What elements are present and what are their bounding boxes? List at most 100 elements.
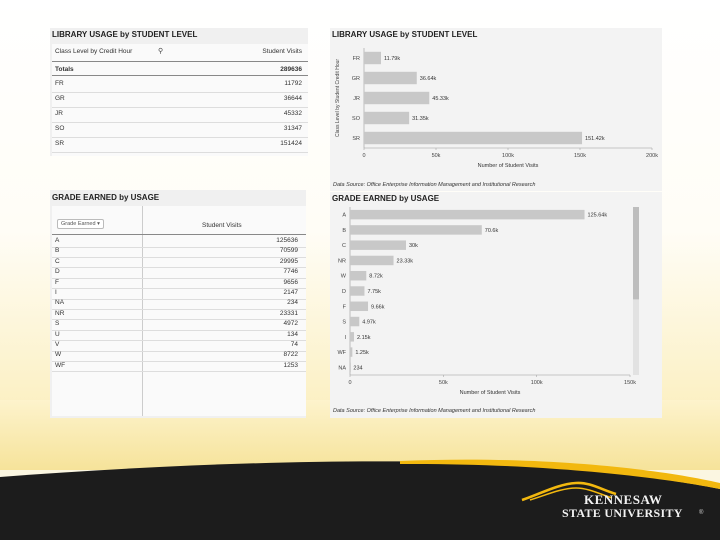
row-divider [52,340,306,342]
panel-title: LIBRARY USAGE by STUDENT LEVEL [332,30,478,39]
category-label: FR [353,56,360,62]
category-label: S [342,320,346,326]
table-row-label: SR [55,140,65,147]
category-label: F [343,304,347,310]
bar-wf [350,347,353,357]
data-label: 1.25k [355,350,369,356]
table-row-label: SO [55,125,65,132]
row-divider [52,122,308,123]
category-label: A [342,213,346,219]
row-divider [52,107,308,108]
totals-value: 289636 [280,66,302,73]
row-divider [52,288,306,290]
row-divider [52,360,306,362]
bar-sr [364,131,583,145]
data-label: 8.72k [369,274,383,280]
table-row-label: W [55,351,62,359]
category-label: NA [338,365,346,371]
data-label: 2.15k [357,335,371,341]
table-row-label: FR [55,80,64,87]
table-row-value: 151424 [280,140,302,147]
table-row-value: 31347 [283,125,302,132]
data-label: 7.75k [367,289,381,295]
data-label: 9.66k [371,304,385,310]
table-row-value: 8722 [283,351,298,359]
bar-fr [364,51,381,65]
bar-na [350,362,351,373]
data-label: 70.6k [485,228,499,234]
category-label: NR [338,258,346,264]
registered-mark: ® [699,510,704,516]
row-divider [52,319,306,321]
x-tick-label: 150k [574,153,586,159]
x-axis-title: Number of Student Visits [478,163,539,169]
column-header-student-visits[interactable]: Student Visits [202,222,242,229]
data-source-note: Data Source: Office Enterprise Informati… [333,408,536,414]
data-label: 30k [409,243,418,249]
table-row-label: NA [55,299,65,307]
bar-a [350,209,585,220]
x-tick-label: 100k [531,380,543,386]
row-divider [52,152,308,153]
table-row-value: 2147 [283,289,298,296]
table-row-value: 1253 [283,361,298,369]
row-divider [52,256,306,258]
category-label: GR [352,76,360,82]
bar-d [350,286,365,296]
row-divider [52,329,306,331]
totals-divider [52,75,308,76]
category-label: WF [337,350,346,356]
row-divider [52,267,306,269]
bar-i [350,332,355,342]
table-row-value: 125636 [276,237,298,244]
search-icon[interactable]: ⚲ [158,48,164,55]
footer-graphic [0,459,720,540]
footer-dark-wave [0,461,720,540]
table-row-label: V [55,341,60,348]
table-row-value: 45332 [283,110,302,117]
column-divider [142,206,143,416]
student-level-bar-chart: FR 11.79k GR 36.64k JR 45.33k SO 31.35k SR 151.42… [335,48,658,169]
category-label: JR [353,96,360,102]
column-header-student-visits[interactable]: Student Visits [262,48,302,55]
scrollbar-thumb[interactable] [633,207,639,300]
bar-b [350,225,482,235]
bar-nr [350,255,394,266]
bar-gr [364,71,417,85]
row-divider [52,308,306,310]
row-divider [52,371,306,373]
table-row-label: D [55,268,60,276]
table-row-value: 36644 [283,95,302,102]
row-divider [52,137,308,138]
bar-jr [364,91,430,105]
university-name-line1: KENNESAW [584,492,663,507]
column-header-class-level[interactable]: Class Level by Credit Hour [55,48,133,55]
data-source-note: Data Source: Office Enterprise Informati… [333,182,536,188]
panel-title: GRADE EARNED by USAGE [52,193,160,202]
category-label: SR [352,136,360,142]
table-row-label: U [55,330,60,338]
table-row-label: NR [55,309,65,317]
category-label: SO [352,116,361,122]
row-divider [52,277,306,279]
table-row-value: 70599 [279,247,298,255]
totals-label: Totals [55,66,74,73]
table-row-value: 234 [287,299,298,307]
table-row-value: 74 [290,341,298,348]
data-label: 11.79k [384,56,400,62]
table-row-value: 7746 [283,268,298,276]
category-label: C [342,243,346,249]
data-label: 125.64k [588,213,608,219]
table-row-label: WF [55,361,66,369]
x-tick-label: 0 [362,153,365,159]
data-label: 4.97k [362,320,376,326]
x-tick-label: 150k [624,380,636,386]
bar-so [364,111,410,125]
row-divider [52,298,306,300]
table-row-label: JR [55,110,63,117]
grade-earned-filter[interactable]: Grade Earned ▾ [57,219,104,229]
table-row-value: 134 [287,330,298,338]
row-divider [52,246,306,248]
student-level-table: Class Level by Credit Hour ⚲ Student Vis… [52,44,308,156]
grade-usage-table: Grade Earned ▾ Student Visits A 125636 B 70… [52,206,306,416]
